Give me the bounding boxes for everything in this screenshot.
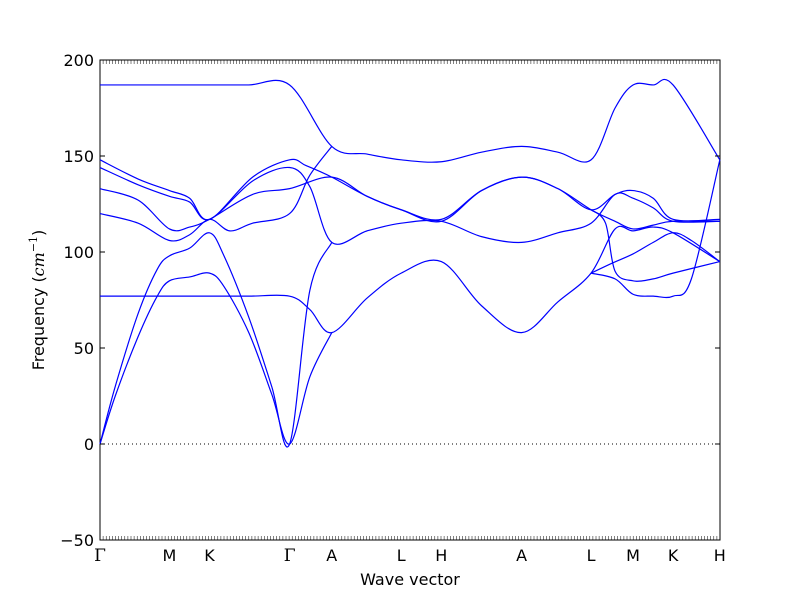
x-tick-label: Γ [94, 546, 106, 566]
y-axis-label: Frequency (cm−1) [27, 230, 48, 371]
phonon-branch-7 [99, 232, 333, 448]
phonon-branch-10 [590, 159, 721, 299]
x-tick-label: K [668, 546, 679, 565]
x-tick-label: H [714, 546, 726, 565]
x-tick-label: M [163, 546, 177, 565]
x-tick-label: A [516, 546, 527, 565]
y-tick-label: 0 [84, 435, 94, 454]
y-tick-label: −50 [60, 531, 94, 550]
phonon-branch-1 [99, 78, 721, 163]
x-tick-label: L [397, 546, 406, 565]
phonon-branch-5 [99, 146, 333, 242]
y-tick-label: 100 [63, 243, 94, 262]
x-tick-label: H [435, 546, 447, 565]
phonon-branch-8 [99, 272, 333, 445]
x-tick-label: Γ [284, 546, 296, 566]
x-tick-label: M [626, 546, 640, 565]
y-axis-label-exponent: −1 [27, 236, 40, 252]
x-tick-label: A [326, 546, 337, 565]
phonon-branch-9 [590, 232, 721, 274]
y-tick-label: 200 [63, 51, 94, 70]
plot-frame [99, 59, 721, 541]
y-axis-label-suffix: ) [29, 230, 48, 236]
phonon-branch-4 [99, 176, 720, 232]
y-tick-label: 150 [63, 147, 94, 166]
y-axis-label-prefix: Frequency ( [29, 276, 48, 370]
x-tick-label: K [204, 546, 215, 565]
x-axis-label: Wave vector [360, 570, 460, 589]
y-axis-ticks: −50 0 50 100 150 200 [60, 51, 720, 550]
y-axis-label-unit: cm [29, 252, 48, 276]
phonon-branch-3 [99, 166, 720, 245]
phonon-branch-11 [590, 209, 720, 282]
x-tick-label: L [587, 546, 596, 565]
dispersion-branches [99, 78, 721, 448]
y-tick-label: 50 [74, 339, 94, 358]
phonon-branch-6 [100, 225, 721, 334]
